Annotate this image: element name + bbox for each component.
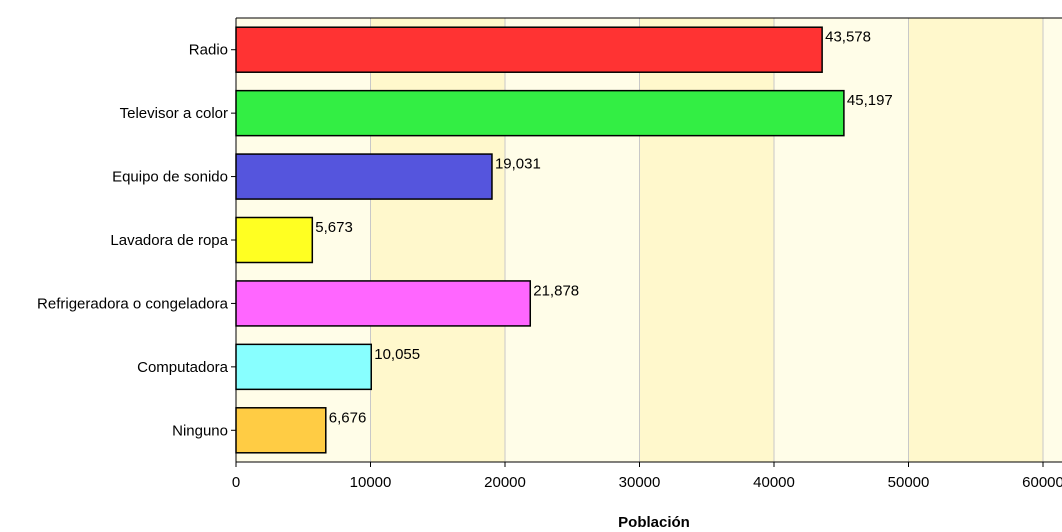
- bar: [235, 153, 493, 200]
- data-labels: 43,578 45,197 19,031 5,673 21,878 10,055 6,676: [315, 29, 892, 427]
- bar: [235, 343, 372, 391]
- x-tick-label: 30000: [619, 474, 661, 491]
- plot-background: [236, 18, 1062, 462]
- bar: [235, 216, 314, 264]
- data-label: 6,676: [329, 409, 367, 426]
- background-band: [370, 18, 505, 462]
- data-label: 19,031: [495, 156, 541, 173]
- bar: [235, 280, 532, 327]
- category-label: Refrigeradora o congeladora: [37, 295, 229, 312]
- category-labels: Radio Televisor a color Equipo de sonido La…: [37, 42, 236, 439]
- x-axis-ticks: 0 10000 20000 30000 40000 50000 60000: [232, 462, 1062, 491]
- background-band: [908, 18, 1043, 462]
- category-label: Equipo de sonido: [112, 169, 228, 186]
- data-label: 10,055: [374, 346, 420, 363]
- background-band: [639, 18, 774, 462]
- bar: [235, 89, 845, 137]
- category-label: Ninguno: [172, 422, 228, 439]
- background-band: [505, 18, 640, 462]
- data-label: 5,673: [315, 219, 353, 236]
- x-tick-label: 10000: [350, 474, 392, 491]
- x-tick-label: 50000: [888, 474, 930, 491]
- category-label: Radio: [189, 42, 228, 59]
- bar: [235, 26, 823, 73]
- bar: [235, 407, 327, 454]
- x-tick-label: 60000: [1022, 474, 1062, 491]
- category-label: Computadora: [137, 359, 229, 376]
- bars: [235, 26, 845, 454]
- x-tick-label: 40000: [753, 474, 795, 491]
- data-label: 45,197: [847, 92, 893, 109]
- x-axis-title: Población: [618, 514, 690, 531]
- category-label: Lavadora de ropa: [110, 232, 228, 249]
- category-label: Televisor a color: [120, 105, 228, 122]
- data-label: 21,878: [533, 282, 579, 299]
- background-band: [1043, 18, 1062, 462]
- x-tick-label: 20000: [484, 474, 526, 491]
- background-band: [774, 18, 909, 462]
- data-label: 43,578: [825, 29, 871, 46]
- x-tick-label: 0: [232, 474, 240, 491]
